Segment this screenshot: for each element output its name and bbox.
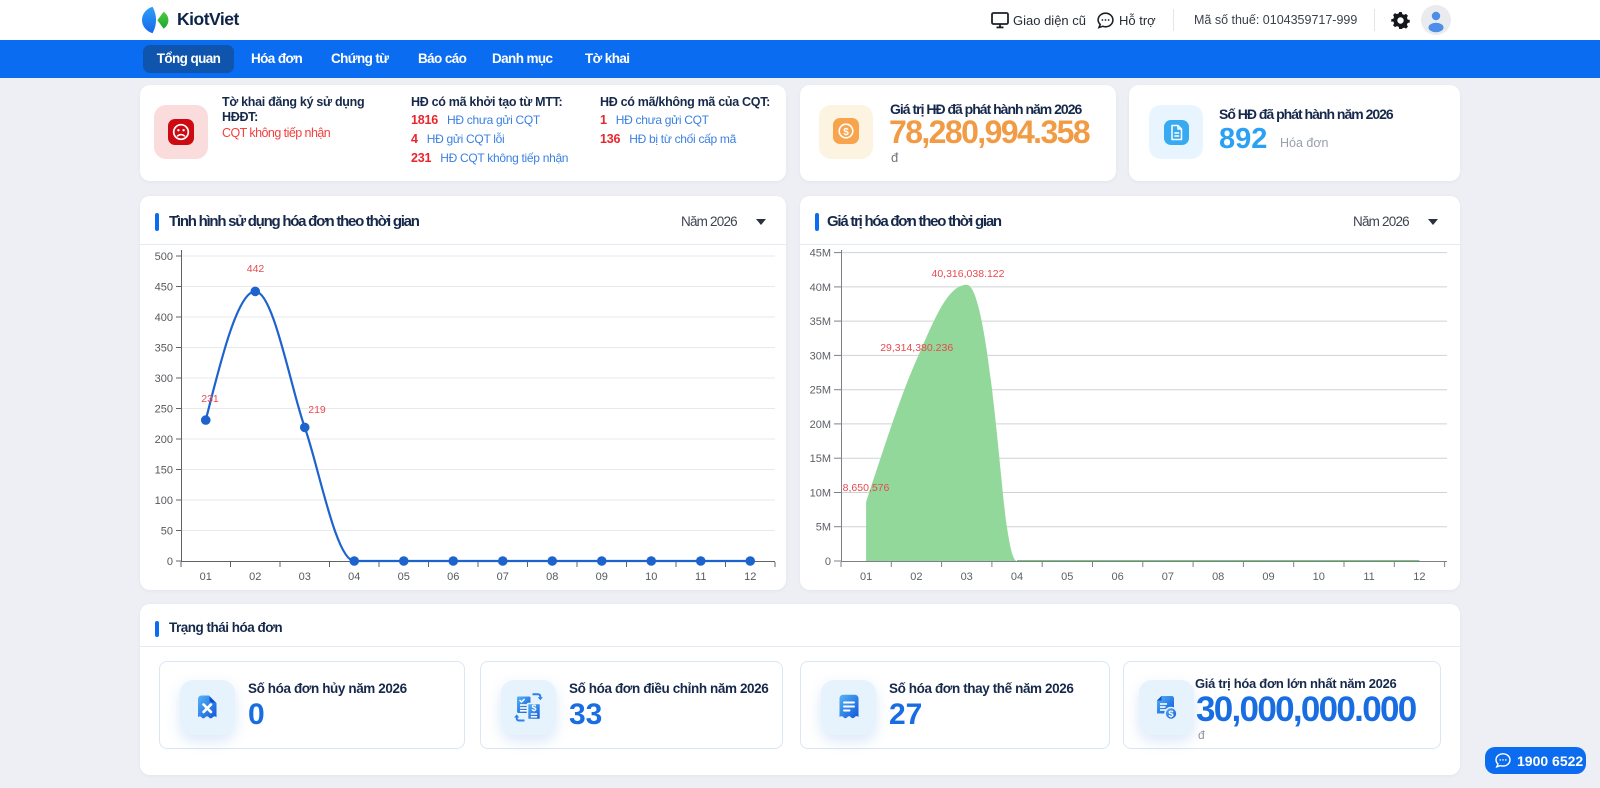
svg-text:01: 01 bbox=[860, 571, 872, 583]
svg-text:500: 500 bbox=[155, 251, 173, 263]
svg-text:12: 12 bbox=[1413, 571, 1425, 583]
svg-text:05: 05 bbox=[1061, 571, 1073, 583]
svg-text:35M: 35M bbox=[810, 316, 831, 328]
svg-text:08: 08 bbox=[546, 571, 558, 583]
svg-text:11: 11 bbox=[1363, 571, 1374, 583]
svg-text:$: $ bbox=[531, 703, 536, 713]
svg-text:450: 450 bbox=[155, 282, 173, 294]
svg-text:5M: 5M bbox=[816, 522, 831, 534]
svg-text:05: 05 bbox=[398, 571, 410, 583]
svg-text:20M: 20M bbox=[810, 419, 831, 431]
svg-text:04: 04 bbox=[348, 571, 360, 583]
svg-text:30M: 30M bbox=[810, 350, 831, 362]
svg-text:200: 200 bbox=[155, 434, 173, 446]
svg-text:100: 100 bbox=[155, 495, 173, 507]
svg-text:0: 0 bbox=[167, 556, 173, 568]
svg-text:40,316,038.122: 40,316,038.122 bbox=[932, 268, 1005, 280]
svg-text:442: 442 bbox=[247, 263, 265, 275]
svg-text:10: 10 bbox=[1313, 571, 1325, 583]
svg-text:09: 09 bbox=[596, 571, 608, 583]
svg-text:29,314,380.236: 29,314,380.236 bbox=[880, 342, 953, 354]
svg-text:06: 06 bbox=[1111, 571, 1123, 583]
svg-text:45M: 45M bbox=[810, 248, 831, 260]
svg-text:50: 50 bbox=[161, 526, 173, 538]
svg-text:10M: 10M bbox=[810, 488, 831, 500]
svg-text:$: $ bbox=[843, 127, 849, 138]
svg-text:0: 0 bbox=[825, 556, 831, 568]
svg-text:12: 12 bbox=[744, 571, 756, 583]
svg-text:150: 150 bbox=[155, 465, 173, 477]
svg-text:$: $ bbox=[1168, 709, 1174, 720]
svg-text:07: 07 bbox=[497, 571, 509, 583]
svg-text:400: 400 bbox=[155, 312, 173, 324]
svg-text:09: 09 bbox=[1262, 571, 1274, 583]
svg-text:10: 10 bbox=[645, 571, 657, 583]
svg-text:06: 06 bbox=[447, 571, 459, 583]
svg-text:219: 219 bbox=[308, 404, 326, 416]
svg-text:07: 07 bbox=[1162, 571, 1174, 583]
svg-text:11: 11 bbox=[695, 571, 706, 583]
svg-text:15M: 15M bbox=[810, 453, 831, 465]
svg-text:350: 350 bbox=[155, 343, 173, 355]
svg-text:8,650,576: 8,650,576 bbox=[843, 482, 890, 494]
svg-text:03: 03 bbox=[299, 571, 311, 583]
svg-text:08: 08 bbox=[1212, 571, 1224, 583]
svg-text:02: 02 bbox=[910, 571, 922, 583]
svg-text:25M: 25M bbox=[810, 385, 831, 397]
svg-text:03: 03 bbox=[961, 571, 973, 583]
svg-text:04: 04 bbox=[1011, 571, 1023, 583]
svg-text:250: 250 bbox=[155, 404, 173, 416]
svg-text:231: 231 bbox=[201, 393, 219, 405]
svg-text:02: 02 bbox=[249, 571, 261, 583]
svg-text:40M: 40M bbox=[810, 282, 831, 294]
svg-text:300: 300 bbox=[155, 373, 173, 385]
svg-text:01: 01 bbox=[200, 571, 212, 583]
